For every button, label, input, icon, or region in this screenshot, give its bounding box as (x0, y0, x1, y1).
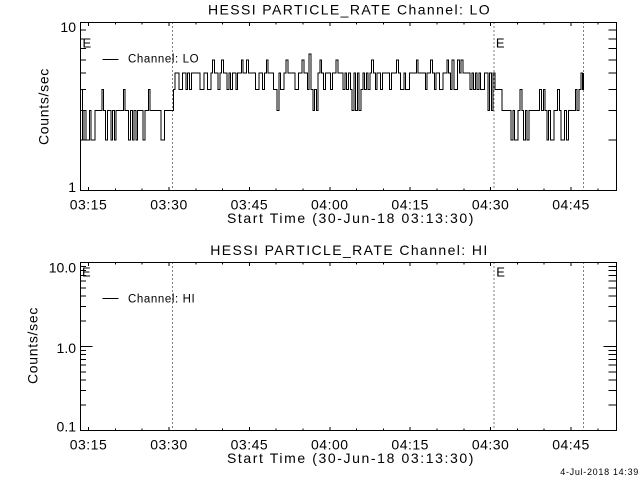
svg-text:03:15: 03:15 (70, 197, 108, 213)
svg-text:E: E (82, 265, 91, 280)
svg-text:E: E (496, 35, 505, 50)
svg-text:10: 10 (60, 19, 76, 35)
svg-text:04:45: 04:45 (552, 197, 590, 213)
svg-text:1.0: 1.0 (57, 340, 77, 356)
svg-text:0.1: 0.1 (57, 419, 77, 435)
svg-text:E: E (83, 35, 92, 50)
svg-text:Channel: LO: Channel: LO (128, 54, 199, 66)
svg-text:04:15: 04:15 (391, 197, 429, 213)
svg-text:1: 1 (68, 179, 76, 195)
svg-text:E: E (496, 265, 505, 280)
svg-text:Channel: HI: Channel: HI (128, 294, 195, 306)
svg-text:03:15: 03:15 (70, 437, 108, 453)
svg-text:4-Jul-2018 14:39: 4-Jul-2018 14:39 (560, 467, 639, 477)
svg-text:Start Time (30-Jun-18 03:13:30: Start Time (30-Jun-18 03:13:30) (227, 450, 475, 466)
svg-text:HESSI PARTICLE_RATE Channel: L: HESSI PARTICLE_RATE Channel: LO (208, 2, 491, 18)
svg-text:04:45: 04:45 (552, 437, 590, 453)
svg-text:Counts/sec: Counts/sec (36, 68, 52, 145)
svg-text:04:30: 04:30 (472, 437, 510, 453)
svg-text:03:45: 03:45 (231, 197, 269, 213)
svg-text:HESSI PARTICLE_RATE Channel: H: HESSI PARTICLE_RATE Channel: HI (210, 242, 488, 258)
svg-text:04:00: 04:00 (311, 197, 349, 213)
svg-text:03:30: 03:30 (150, 197, 188, 213)
svg-text:03:30: 03:30 (150, 437, 188, 453)
svg-text:04:15: 04:15 (391, 437, 429, 453)
svg-text:04:30: 04:30 (472, 197, 510, 213)
svg-text:Start Time (30-Jun-18 03:13:30: Start Time (30-Jun-18 03:13:30) (227, 210, 475, 226)
svg-text:04:00: 04:00 (311, 437, 349, 453)
svg-text:10.0: 10.0 (49, 260, 76, 276)
svg-text:Counts/sec: Counts/sec (25, 307, 41, 384)
svg-text:03:45: 03:45 (231, 437, 269, 453)
